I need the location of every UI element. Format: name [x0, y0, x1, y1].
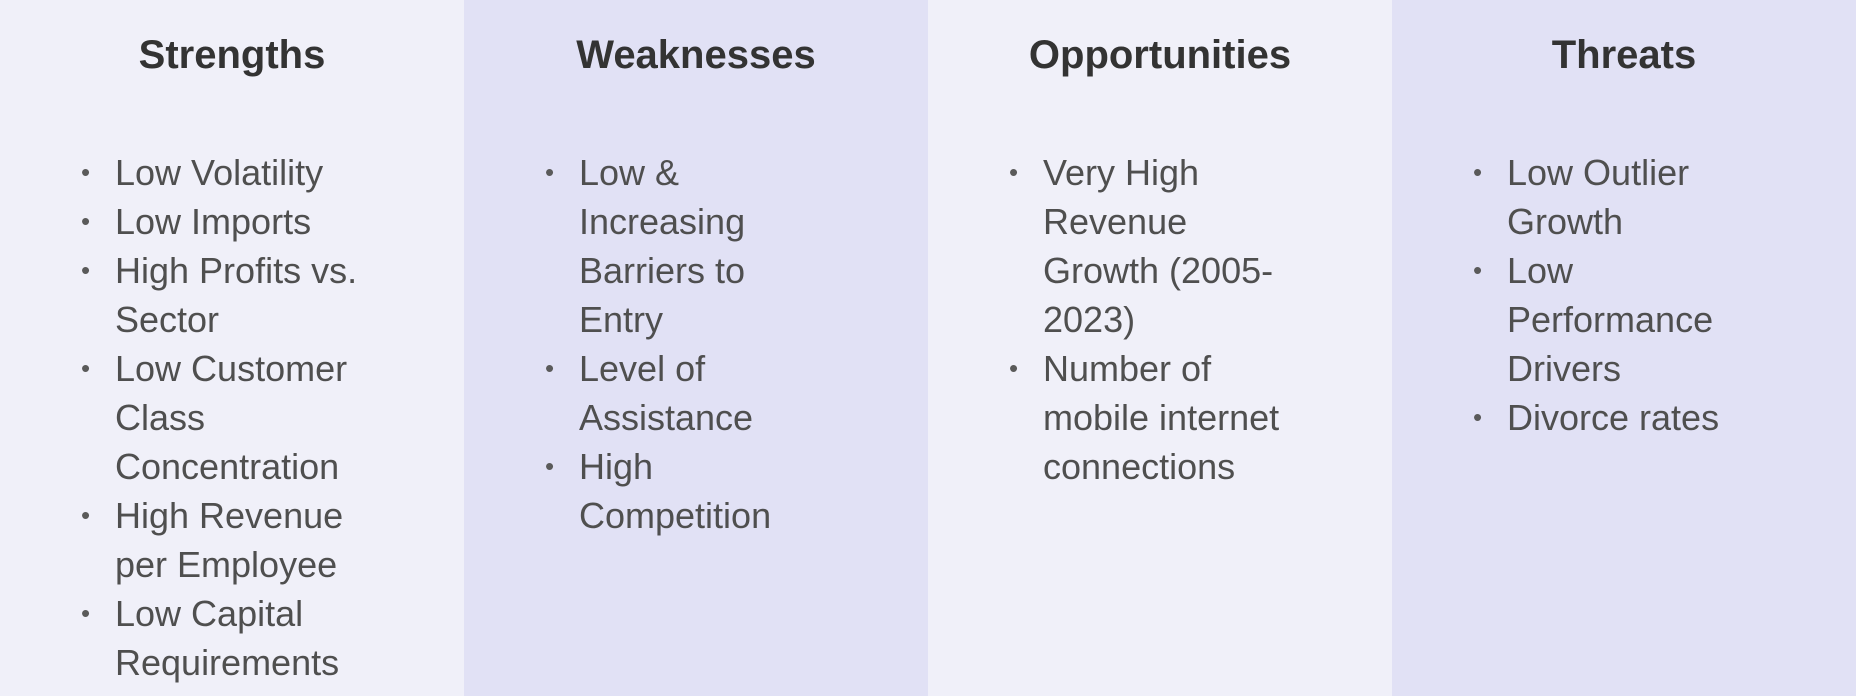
weaknesses-title: Weaknesses [576, 33, 816, 77]
bullet-icon: • [545, 157, 555, 187]
list-item: • Low Outlier Growth [1473, 148, 1757, 246]
list-item-text: Low Customer Class Concentration [115, 348, 348, 487]
bullet-icon: • [1473, 402, 1483, 432]
strengths-list: • Low Volatility • Low Imports • High Profi… [0, 148, 365, 687]
list-item-text: Low Performance Drivers [1507, 250, 1714, 389]
bullet-icon: • [81, 598, 91, 628]
list-item: • High Revenue per Employee [81, 491, 365, 589]
opportunities-column: Opportunities • Very High Revenue Growth … [928, 0, 1392, 696]
bullet-icon: • [1473, 157, 1483, 187]
bullet-icon: • [1473, 255, 1483, 285]
threats-list: • Low Outlier Growth • Low Performance Dri… [1392, 148, 1757, 442]
bullet-icon: • [81, 157, 91, 187]
threats-column: Threats • Low Outlier Growth • Low Perform… [1392, 0, 1856, 696]
list-item-text: High Revenue per Employee [115, 495, 344, 585]
bullet-icon: • [81, 206, 91, 236]
list-item: • Low & Increasing Barriers to Entry [545, 148, 829, 344]
list-item-text: High Competition [579, 446, 772, 536]
bullet-icon: • [1009, 157, 1019, 187]
list-item-text: Low Volatility [115, 152, 324, 193]
list-item: • Very High Revenue Growth (2005-2023) [1009, 148, 1293, 344]
list-item: • Low Volatility [81, 148, 365, 197]
weaknesses-column: Weaknesses • Low & Increasing Barriers to… [464, 0, 928, 696]
list-item-text: Very High Revenue Growth (2005-2023) [1043, 152, 1274, 340]
list-item-text: Divorce rates [1507, 397, 1720, 438]
list-item-text: High Profits vs. Sector [115, 250, 358, 340]
bullet-icon: • [545, 451, 555, 481]
bullet-icon: • [1009, 353, 1019, 383]
list-item: • Level of Assistance [545, 344, 829, 442]
weaknesses-list: • Low & Increasing Barriers to Entry • Lev… [464, 148, 829, 540]
list-item: • Low Performance Drivers [1473, 246, 1757, 393]
opportunities-list: • Very High Revenue Growth (2005-2023) • N… [928, 148, 1293, 491]
list-item-text: Low & Increasing Barriers to Entry [579, 152, 746, 340]
list-item: • Divorce rates [1473, 393, 1757, 442]
list-item-text: Number of mobile internet connections [1043, 348, 1280, 487]
strengths-title: Strengths [138, 33, 326, 77]
list-item: • High Competition [545, 442, 829, 540]
list-item-text: Low Imports [115, 201, 312, 242]
threats-title: Threats [1551, 33, 1697, 77]
bullet-icon: • [81, 255, 91, 285]
list-item: • Low Imports [81, 197, 365, 246]
bullet-icon: • [81, 353, 91, 383]
bullet-icon: • [81, 500, 91, 530]
list-item-text: Level of Assistance [579, 348, 754, 438]
opportunities-title: Opportunities [1028, 33, 1292, 77]
bullet-icon: • [545, 353, 555, 383]
list-item-text: Low Outlier Growth [1507, 152, 1690, 242]
strengths-column: Strengths • Low Volatility • Low Imports •… [0, 0, 464, 696]
list-item: • Low Customer Class Concentration [81, 344, 365, 491]
list-item: • High Profits vs. Sector [81, 246, 365, 344]
list-item: • Number of mobile internet connections [1009, 344, 1293, 491]
list-item: • Low Capital Requirements [81, 589, 365, 687]
list-item-text: Low Capital Requirements [115, 593, 340, 683]
